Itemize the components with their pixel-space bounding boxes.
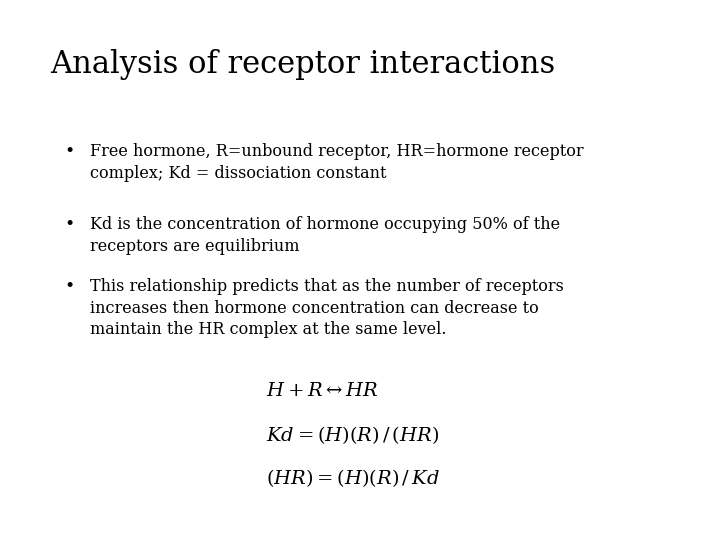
Text: $H + R \leftrightarrow HR$: $H + R \leftrightarrow HR$ [266,381,379,400]
Text: •: • [65,216,75,233]
Text: This relationship predicts that as the number of receptors
increases then hormon: This relationship predicts that as the n… [90,278,564,338]
Text: Kd is the concentration of hormone occupying 50% of the
receptors are equilibriu: Kd is the concentration of hormone occup… [90,216,560,254]
Text: Free hormone, R=unbound receptor, HR=hormone receptor
complex; Kd = dissociation: Free hormone, R=unbound receptor, HR=hor… [90,143,584,181]
Text: $Kd = (H)(R)\,/\,(HR)$: $Kd = (H)(R)\,/\,(HR)$ [266,424,440,446]
Text: Analysis of receptor interactions: Analysis of receptor interactions [50,49,556,79]
Text: $(HR) = (H)(R)\,/\,Kd$: $(HR) = (H)(R)\,/\,Kd$ [266,467,440,489]
Text: •: • [65,143,75,160]
Text: •: • [65,278,75,295]
